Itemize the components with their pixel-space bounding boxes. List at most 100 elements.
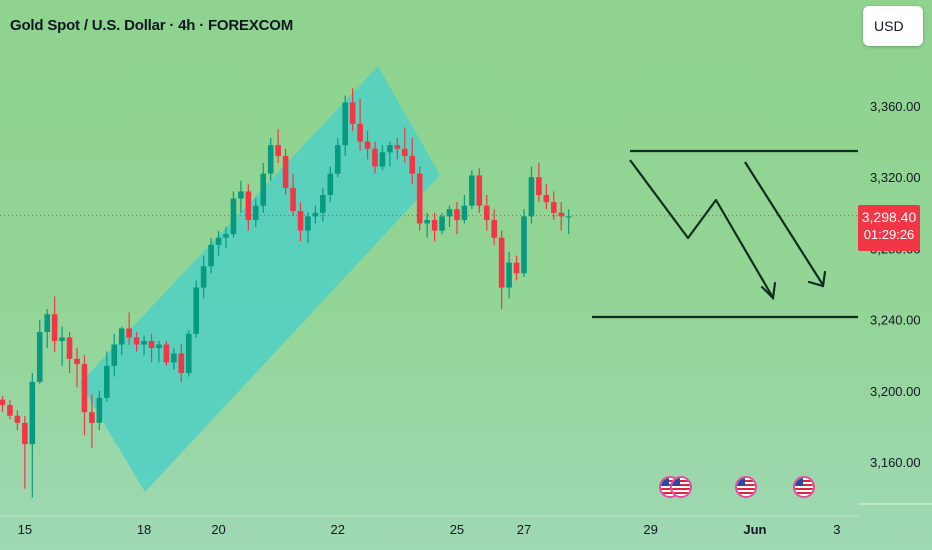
candle-body [141,340,147,345]
candle-body [14,415,21,423]
candle-body [379,152,386,167]
candle-body [36,332,43,382]
last-price-value: 3,298.40 [861,209,917,225]
candle-body [178,353,185,373]
candle-body [7,405,13,416]
candle-body [74,358,80,365]
price-axis[interactable]: 3,360.003,320.003,280.003,240.003,200.00… [870,99,921,470]
time-tick-label: 20 [211,522,225,537]
candle-body [133,337,140,345]
candle-body [44,314,50,333]
candle-body [89,412,95,423]
candle-body [506,262,512,288]
time-tick-label: 22 [331,522,345,537]
candle-body [290,187,296,212]
candle-body [260,173,267,206]
candle-body [476,175,483,206]
flag-icon[interactable] [735,476,757,498]
candle-body [0,399,6,406]
candle-body [402,148,408,156]
candle-body [208,244,214,267]
time-tick-label: 18 [137,522,151,537]
candle-body [320,195,326,213]
candle-body [558,212,565,217]
candle-body [29,381,36,445]
candle-body [185,333,192,373]
candle-body [469,175,475,206]
candle-body [312,212,319,217]
candle-body [297,211,304,231]
flag-icon[interactable] [793,476,815,498]
projection-arrow[interactable] [744,161,824,286]
candle-body [364,141,371,149]
candle-body [230,198,237,235]
candle-body [349,102,356,124]
price-tick-label: 3,320.00 [870,170,921,185]
candle-body [51,314,58,341]
currency-label: USD [874,18,904,34]
candle-body [81,364,88,413]
flag-icon[interactable] [670,476,692,498]
time-tick-label: Jun [743,522,766,537]
candlestick-series [0,88,572,498]
time-tick-label: 29 [643,522,657,537]
time-tick-label: 25 [450,522,464,537]
candle-body [528,177,535,217]
candle-body [245,191,252,220]
time-axis[interactable]: 15 18 20 22 25 27 29 Jun 3 [0,503,932,537]
candle-body [22,422,28,445]
candle-body [267,145,274,174]
candle-body [521,216,527,274]
candle-body [551,202,557,213]
price-tick-label: 3,160.00 [870,455,921,470]
candle-body [238,191,244,199]
last-price-tag: 3,298.40 01:29:26 [858,205,920,251]
candle-body [275,145,281,156]
candle-body [461,205,468,220]
time-tick-label: 15 [18,522,32,537]
candle-body [305,216,311,231]
time-tick-label: 3 [833,522,840,537]
candle-body [282,155,289,188]
candle-body [498,237,505,288]
projection-path[interactable] [629,159,773,297]
candle-body [104,365,110,398]
candle-body [536,177,542,195]
candle-body [387,145,393,153]
bar-countdown: 01:29:26 [863,227,915,242]
trend-drawings[interactable] [592,149,858,319]
candle-body [96,397,103,423]
candle-body [327,173,334,195]
candle-body [66,337,73,359]
price-tick-label: 3,360.00 [870,99,921,114]
candle-body [454,209,460,220]
candle-body [253,205,259,220]
candle-body [513,262,520,274]
time-tick-label: 27 [517,522,531,537]
candle-body [118,328,125,345]
candle-body [334,145,341,174]
candle-body [409,155,416,174]
candle-body [439,216,445,231]
candle-body [357,123,363,142]
projection-path-arrowhead [760,281,777,301]
candle-body [565,216,572,218]
candle-body [156,344,162,349]
candle-body [342,102,348,146]
candle-body [171,353,177,363]
candle-body [416,173,423,224]
candle-body [491,219,497,238]
candle-body [543,195,550,203]
candle-body [148,340,155,349]
channel-band[interactable] [80,66,440,492]
parallel-channel-drawing[interactable] [80,66,440,492]
price-tick-label: 3,240.00 [870,313,921,328]
candle-body [223,234,229,238]
candle-body [193,287,199,334]
currency-button[interactable]: USD [863,6,923,46]
candle-body [200,266,207,288]
candle-body [215,237,222,245]
candle-body [431,219,438,231]
price-tick-label: 3,200.00 [870,384,921,399]
